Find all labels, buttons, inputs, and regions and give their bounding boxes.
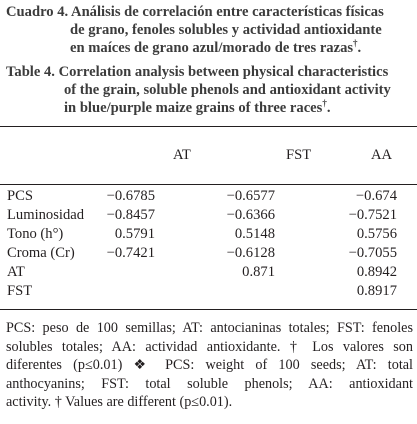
table-row: AT 0.871 0.8942 bbox=[0, 263, 417, 281]
caption-en-period: . bbox=[326, 100, 331, 116]
table-bottom-rule bbox=[0, 309, 417, 310]
footnote-line-2: solubles totales; AA: actividad antioxid… bbox=[6, 338, 413, 355]
caption-es-line-1: Cuadro 4. Análisis de correlación entre … bbox=[6, 3, 414, 21]
caption-spanish: Cuadro 4. Análisis de correlación entre … bbox=[6, 3, 414, 57]
cell-at: −0.7421 bbox=[106, 245, 155, 261]
footnote-line-5: activity. † Values are different (p≤0.01… bbox=[6, 394, 233, 411]
caption-es-line-2: de grano, fenoles solubles y actividad a… bbox=[70, 22, 382, 38]
row-label: Tono (h°) bbox=[7, 226, 64, 242]
cell-fst: −0.6366 bbox=[226, 207, 275, 223]
row-label: Croma (Cr) bbox=[7, 245, 75, 261]
caption-en-label: Table 4. bbox=[6, 64, 55, 80]
caption-english: Table 4. Correlation analysis between ph… bbox=[6, 63, 414, 117]
table-header-row: AT FST AA bbox=[0, 146, 417, 164]
caption-es-text-1: Análisis de correlación entre caracterís… bbox=[71, 4, 384, 20]
cell-aa: −0.7055 bbox=[348, 245, 397, 261]
cell-at: −0.8457 bbox=[106, 207, 155, 223]
footnote-line-3: diferentes (p≤0.01) ❖ PCS: weight of 100… bbox=[6, 357, 413, 374]
cell-aa: 0.5756 bbox=[356, 226, 397, 242]
cell-at: 0.5791 bbox=[114, 226, 155, 242]
caption-es-line-3: en maíces de grano azul/morado de tres r… bbox=[6, 39, 414, 57]
row-label: Luminosidad bbox=[7, 207, 85, 223]
caption-en-text-3: in blue/purple maize grains of three rac… bbox=[64, 100, 323, 116]
table-header-rule bbox=[0, 184, 417, 185]
table-row: Tono (h°) 0.5791 0.5148 0.5756 bbox=[0, 225, 417, 243]
table-row: Croma (Cr) −0.7421 −0.6128 −0.7055 bbox=[0, 244, 417, 262]
cell-aa: −0.674 bbox=[355, 188, 397, 204]
table-row: Luminosidad −0.8457 −0.6366 −0.7521 bbox=[0, 206, 417, 224]
cell-aa: 0.8942 bbox=[356, 264, 397, 280]
column-header-fst: FST bbox=[286, 147, 312, 163]
row-label: AT bbox=[7, 264, 25, 280]
caption-en-line-1: Table 4. Correlation analysis between ph… bbox=[6, 63, 414, 81]
caption-en-line-3: in blue/purple maize grains of three rac… bbox=[6, 99, 414, 117]
row-label: FST bbox=[7, 283, 33, 299]
row-label: PCS bbox=[7, 188, 33, 204]
caption-en-text-1: Correlation analysis between physical ch… bbox=[58, 64, 389, 80]
cell-at: −0.6785 bbox=[106, 188, 155, 204]
caption-es-period: . bbox=[357, 40, 362, 56]
cell-aa: 0.8917 bbox=[356, 283, 397, 299]
footnote-line-1: PCS: peso de 100 semillas; AT: antociani… bbox=[6, 320, 413, 336]
cell-aa: −0.7521 bbox=[348, 207, 397, 223]
table-top-rule bbox=[0, 126, 417, 127]
caption-es-dagger: † bbox=[353, 38, 358, 48]
cell-fst: 0.5148 bbox=[234, 226, 275, 242]
column-header-at: AT bbox=[173, 147, 191, 163]
table-row: PCS −0.6785 −0.6577 −0.674 bbox=[0, 187, 417, 205]
cell-fst: −0.6128 bbox=[226, 245, 275, 261]
footnote-line-4: anthocyanins; FST: total soluble phenols… bbox=[6, 375, 413, 392]
table-footnote: PCS: peso de 100 semillas; AT: antociani… bbox=[6, 319, 413, 412]
cell-fst: 0.871 bbox=[242, 264, 275, 280]
caption-es-text-3: en maíces de grano azul/morado de tres r… bbox=[70, 40, 354, 56]
cell-fst: −0.6577 bbox=[226, 188, 275, 204]
caption-es-label: Cuadro 4. bbox=[6, 4, 69, 20]
caption-en-line-2: of the grain, soluble phenols and antiox… bbox=[64, 82, 391, 98]
caption-en-dagger: † bbox=[322, 98, 327, 108]
table-row: FST 0.8917 bbox=[0, 282, 417, 300]
column-header-aa: AA bbox=[371, 147, 393, 163]
